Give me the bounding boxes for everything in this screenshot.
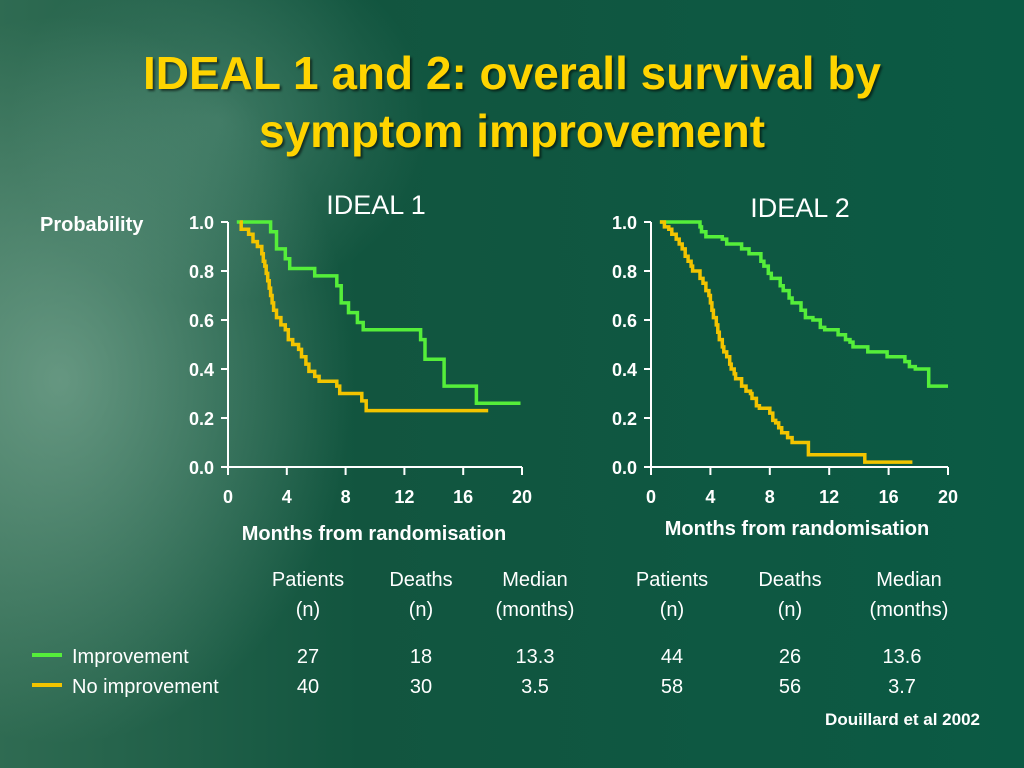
chart-1-y-tick-label: 0.6 xyxy=(189,311,214,331)
chart-2-x-tick-label: 0 xyxy=(646,487,656,507)
slide-title: IDEAL 1 and 2: overall survival by sympt… xyxy=(0,44,1024,160)
table-cell: 30 xyxy=(410,676,432,698)
chart-1-x-tick-label: 0 xyxy=(223,487,233,507)
table-header-median-2: Median xyxy=(876,569,942,591)
table-header-patients-1-unit: (n) xyxy=(296,599,320,621)
slide-title-line-1: IDEAL 1 and 2: overall survival by xyxy=(143,47,881,99)
x-axis-title-chart-1: Months from randomisation xyxy=(242,523,506,545)
legend-label-no-improvement: No improvement xyxy=(72,676,219,698)
table-header-deaths-2-unit: (n) xyxy=(778,599,802,621)
table-header-deaths-2: Deaths xyxy=(758,569,821,591)
table-header-deaths-1: Deaths xyxy=(389,569,452,591)
x-axis-title-chart-2: Months from randomisation xyxy=(665,518,929,540)
chart-1-series xyxy=(236,220,521,413)
chart-1-x-tick-label: 20 xyxy=(512,487,532,507)
table-cell: 44 xyxy=(661,646,683,668)
chart-1-axes: 0.0 0.2 0.4 0.6 0.8 1.0 0 4 8 12 16 20 xyxy=(189,213,532,507)
chart-2-y-tick-label: 0.0 xyxy=(612,458,637,478)
table-cell: 18 xyxy=(410,646,432,668)
chart-2-y-tick-label: 0.6 xyxy=(612,311,637,331)
chart-title-ideal-2: IDEAL 2 xyxy=(750,193,850,223)
chart-1-y-tick-label: 0.2 xyxy=(189,409,214,429)
table-cell: 56 xyxy=(779,676,801,698)
chart-1-x-tick-label: 12 xyxy=(394,487,414,507)
chart-1-y-tick-label: 0.8 xyxy=(189,262,214,282)
chart-2-x-tick-label: 12 xyxy=(819,487,839,507)
chart-2-series-improvement xyxy=(659,220,948,388)
chart-1-series-improvement xyxy=(236,220,521,406)
chart-title-ideal-1: IDEAL 1 xyxy=(326,190,426,220)
chart-2-y-tick-label: 0.4 xyxy=(612,360,637,380)
table-row-improvement: 27 18 13.3 44 26 13.6 xyxy=(297,646,922,668)
chart-2-y-tick-label: 0.8 xyxy=(612,262,637,282)
table-header-patients-2: Patients xyxy=(636,569,708,591)
chart-1-x-tick-label: 4 xyxy=(282,487,292,507)
table-header-patients-1: Patients xyxy=(272,569,344,591)
citation: Douillard et al 2002 xyxy=(825,710,980,729)
table-cell: 3.5 xyxy=(521,676,549,698)
chart-1-series-no-improvement xyxy=(239,220,489,413)
chart-1-y-tick-label: 0.0 xyxy=(189,458,214,478)
table-cell: 13.6 xyxy=(883,646,922,668)
table-header-deaths-1-unit: (n) xyxy=(409,599,433,621)
table-header-median-1: Median xyxy=(502,569,568,591)
table-header: Patients (n) Deaths (n) Median (months) … xyxy=(272,569,949,621)
table-cell: 40 xyxy=(297,676,319,698)
table-header-median-1-unit: (months) xyxy=(496,599,575,621)
table-cell: 26 xyxy=(779,646,801,668)
chart-2-series xyxy=(659,220,948,464)
chart-1-y-tick-label: 1.0 xyxy=(189,213,214,233)
chart-2-x-tick-label: 20 xyxy=(938,487,958,507)
chart-2-series-no-improvement xyxy=(659,220,913,464)
table-header-median-2-unit: (months) xyxy=(870,599,949,621)
chart-1-x-tick-label: 16 xyxy=(453,487,473,507)
chart-2-x-tick-label: 4 xyxy=(705,487,715,507)
table-row-no-improvement: 40 30 3.5 58 56 3.7 xyxy=(297,676,916,698)
table-header-patients-2-unit: (n) xyxy=(660,599,684,621)
chart-2-axes: 0.0 0.2 0.4 0.6 0.8 1.0 0 4 8 12 16 20 xyxy=(612,213,958,507)
chart-1-x-tick-label: 8 xyxy=(341,487,351,507)
chart-2-y-tick-label: 0.2 xyxy=(612,409,637,429)
legend-label-improvement: Improvement xyxy=(72,646,189,668)
chart-1-y-tick-label: 0.4 xyxy=(189,360,214,380)
slide-title-line-2: symptom improvement xyxy=(258,105,766,157)
legend: Improvement No improvement xyxy=(32,646,219,698)
chart-2-y-tick-label: 1.0 xyxy=(612,213,637,233)
chart-2-x-tick-label: 8 xyxy=(765,487,775,507)
table-cell: 58 xyxy=(661,676,683,698)
table-cell: 3.7 xyxy=(888,676,916,698)
chart-2-x-tick-label: 16 xyxy=(879,487,899,507)
table-cell: 13.3 xyxy=(516,646,555,668)
table-cell: 27 xyxy=(297,646,319,668)
y-axis-title: Probability xyxy=(40,214,144,236)
